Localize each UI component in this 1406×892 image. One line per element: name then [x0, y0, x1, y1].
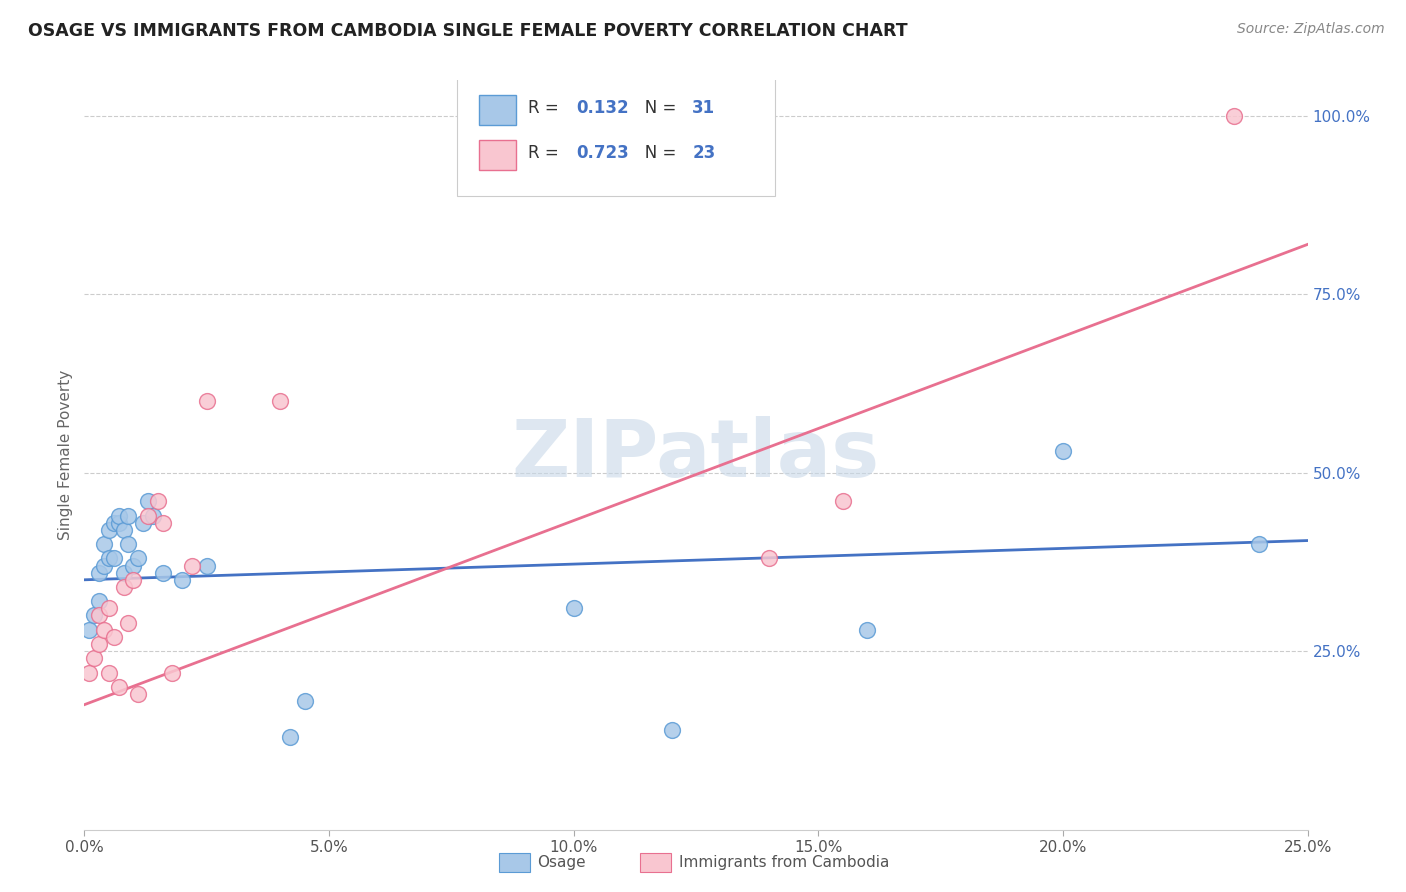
Point	[136, 494, 159, 508]
FancyBboxPatch shape	[479, 95, 516, 125]
Point	[77, 665, 100, 680]
Point	[127, 551, 149, 566]
Point	[117, 508, 139, 523]
Point	[162, 665, 184, 680]
Point	[93, 537, 115, 551]
Point	[181, 558, 204, 573]
Point	[117, 537, 139, 551]
Text: Osage: Osage	[537, 855, 586, 870]
Point	[93, 623, 115, 637]
Point	[136, 508, 159, 523]
Point	[87, 637, 110, 651]
Text: R =: R =	[529, 144, 564, 162]
Point	[562, 601, 585, 615]
Point	[152, 516, 174, 530]
Text: 23: 23	[692, 144, 716, 162]
Point	[97, 601, 120, 615]
Text: 0.132: 0.132	[576, 99, 628, 117]
FancyBboxPatch shape	[457, 77, 776, 196]
Point	[152, 566, 174, 580]
Point	[661, 723, 683, 737]
Point	[87, 566, 110, 580]
Point	[294, 694, 316, 708]
Point	[1247, 537, 1270, 551]
Point	[831, 494, 853, 508]
Point	[77, 623, 100, 637]
Point	[112, 523, 135, 537]
Text: N =: N =	[628, 99, 682, 117]
Point	[122, 558, 145, 573]
Point	[122, 573, 145, 587]
Point	[1223, 109, 1246, 123]
Point	[278, 730, 301, 744]
Point	[1052, 444, 1074, 458]
Point	[117, 615, 139, 630]
Y-axis label: Single Female Poverty: Single Female Poverty	[58, 370, 73, 540]
Point	[142, 508, 165, 523]
Text: 0.723: 0.723	[576, 144, 628, 162]
Point	[112, 566, 135, 580]
Point	[127, 687, 149, 701]
Point	[758, 551, 780, 566]
Point	[172, 573, 194, 587]
Point	[83, 651, 105, 665]
Point	[103, 516, 125, 530]
Point	[146, 494, 169, 508]
Text: N =: N =	[628, 144, 682, 162]
Point	[87, 594, 110, 608]
Point	[132, 516, 155, 530]
Point	[195, 558, 218, 573]
Text: Immigrants from Cambodia: Immigrants from Cambodia	[679, 855, 890, 870]
Point	[103, 630, 125, 644]
Point	[107, 680, 129, 694]
Text: Source: ZipAtlas.com: Source: ZipAtlas.com	[1237, 22, 1385, 37]
Text: 31: 31	[692, 99, 716, 117]
Point	[93, 558, 115, 573]
Point	[112, 580, 135, 594]
Point	[97, 665, 120, 680]
Point	[103, 551, 125, 566]
Point	[269, 394, 291, 409]
Point	[97, 523, 120, 537]
Point	[856, 623, 879, 637]
Point	[83, 608, 105, 623]
Text: ZIPatlas: ZIPatlas	[512, 416, 880, 494]
Point	[97, 551, 120, 566]
Point	[107, 516, 129, 530]
Text: R =: R =	[529, 99, 564, 117]
Text: OSAGE VS IMMIGRANTS FROM CAMBODIA SINGLE FEMALE POVERTY CORRELATION CHART: OSAGE VS IMMIGRANTS FROM CAMBODIA SINGLE…	[28, 22, 908, 40]
Point	[107, 508, 129, 523]
FancyBboxPatch shape	[479, 140, 516, 170]
Point	[87, 608, 110, 623]
Point	[195, 394, 218, 409]
